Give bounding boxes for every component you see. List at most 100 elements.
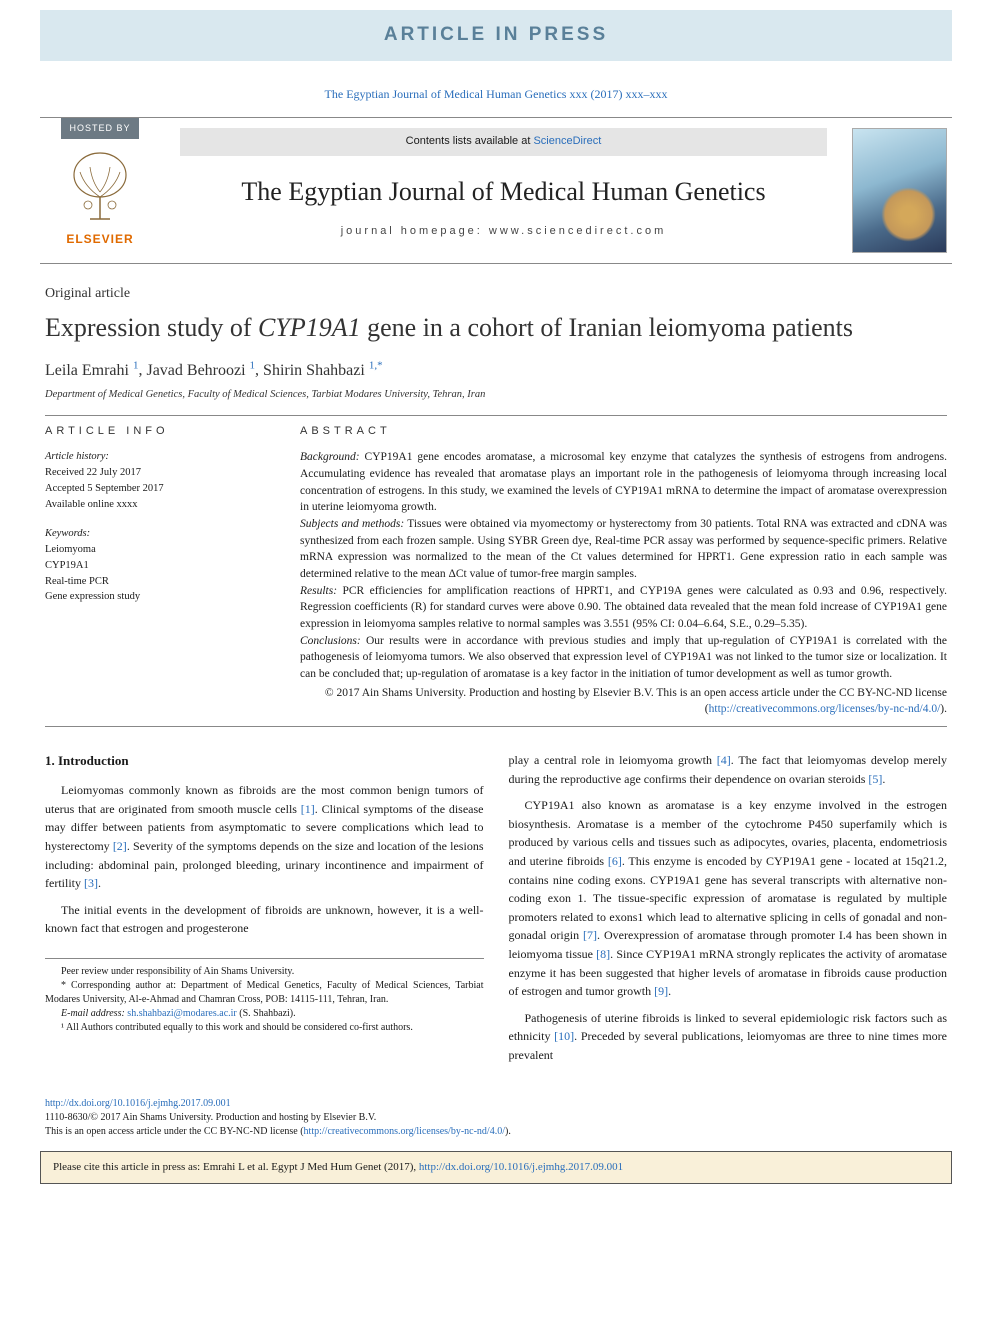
res-text: PCR efficiencies for amplification react… bbox=[300, 585, 947, 630]
ref-3[interactable]: [3] bbox=[84, 876, 98, 890]
intro-p3: play a central role in leiomyoma growth … bbox=[509, 751, 948, 788]
affiliation: Department of Medical Genetics, Faculty … bbox=[45, 388, 947, 403]
keywords-label: Keywords: bbox=[45, 526, 270, 542]
doi-block: http://dx.doi.org/10.1016/j.ejmhg.2017.0… bbox=[0, 1097, 992, 1139]
ref-7[interactable]: [7] bbox=[583, 928, 597, 942]
article-type: Original article bbox=[45, 284, 947, 304]
intro-p2: The initial events in the development of… bbox=[45, 901, 484, 938]
ref-10[interactable]: [10] bbox=[554, 1029, 574, 1043]
author-3-sup: 1,* bbox=[369, 359, 383, 371]
intro-p4: CYP19A1 also known as aromatase is a key… bbox=[509, 796, 948, 1001]
author-3: Shirin Shahbazi 1,* bbox=[263, 362, 383, 379]
abstract-column: ABSTRACT Background: CYP19A1 gene encode… bbox=[300, 424, 947, 718]
contents-prefix: Contents lists available at bbox=[406, 135, 534, 147]
intro-p1: Leiomyomas commonly known as fibroids ar… bbox=[45, 781, 484, 893]
title-gene: CYP19A1 bbox=[258, 313, 361, 342]
authors-line: Leila Emrahi 1, Javad Behroozi 1, Shirin… bbox=[45, 358, 947, 382]
divider-top bbox=[45, 415, 947, 416]
oa-end: ). bbox=[505, 1126, 511, 1137]
bg-text: CYP19A1 gene encodes aromatase, a micros… bbox=[300, 451, 947, 513]
license-link[interactable]: http://creativecommons.org/licenses/by-n… bbox=[709, 703, 941, 715]
article-history: Article history: Received 22 July 2017 A… bbox=[45, 449, 270, 512]
hosted-by-badge: HOSTED BY bbox=[61, 118, 138, 139]
received-date: Received 22 July 2017 bbox=[45, 465, 270, 481]
author-2: Javad Behroozi 1 bbox=[146, 362, 255, 379]
homepage-url: www.sciencedirect.com bbox=[489, 225, 666, 237]
p3a: play a central role in leiomyoma growth bbox=[509, 753, 717, 767]
peer-review-note: Peer review under responsibility of Ain … bbox=[45, 965, 484, 979]
intro-heading: 1. Introduction bbox=[45, 751, 484, 771]
email-link[interactable]: sh.shahbazi@modares.ac.ir bbox=[127, 1008, 236, 1019]
issn-line: 1110-8630/© 2017 Ain Shams University. P… bbox=[45, 1112, 376, 1123]
header-center: Contents lists available at ScienceDirec… bbox=[160, 118, 847, 263]
copyright-block: © 2017 Ain Shams University. Production … bbox=[300, 685, 947, 718]
article-info-heading: ARTICLE INFO bbox=[45, 424, 270, 439]
p3c: . bbox=[882, 772, 885, 786]
history-label: Article history: bbox=[45, 449, 270, 465]
journal-header: HOSTED BY ELSEVIER Contents lists availa… bbox=[40, 117, 952, 264]
intro-p5: Pathogenesis of uterine fibroids is link… bbox=[509, 1009, 948, 1065]
keyword-3: Real-time PCR bbox=[45, 574, 270, 590]
email-label: E-mail address: bbox=[61, 1008, 127, 1019]
res-label: Results: bbox=[300, 585, 337, 597]
author-2-name: Javad Behroozi bbox=[146, 362, 245, 379]
abstract-heading: ABSTRACT bbox=[300, 424, 947, 439]
cite-doi-link[interactable]: http://dx.doi.org/10.1016/j.ejmhg.2017.0… bbox=[419, 1161, 623, 1173]
journal-homepage: journal homepage: www.sciencedirect.com bbox=[180, 224, 827, 239]
journal-title: The Egyptian Journal of Medical Human Ge… bbox=[180, 174, 827, 210]
ref-8[interactable]: [8] bbox=[596, 947, 610, 961]
column-right: play a central role in leiomyoma growth … bbox=[509, 751, 948, 1073]
keyword-2: CYP19A1 bbox=[45, 558, 270, 574]
copyright-end: ). bbox=[940, 703, 947, 715]
equal-contribution: ¹ All Authors contributed equally to thi… bbox=[45, 1021, 484, 1035]
p4e: . bbox=[668, 984, 671, 998]
journal-cover-thumbnail bbox=[852, 128, 947, 253]
article-in-press-banner: ARTICLE IN PRESS bbox=[40, 10, 952, 61]
cite-this-article-box: Please cite this article in press as: Em… bbox=[40, 1151, 952, 1184]
keyword-4: Gene expression study bbox=[45, 589, 270, 605]
elsevier-name: ELSEVIER bbox=[66, 231, 133, 248]
subj-label: Subjects and methods: bbox=[300, 518, 404, 530]
email-line: E-mail address: sh.shahbazi@modares.ac.i… bbox=[45, 1007, 484, 1021]
author-1: Leila Emrahi 1 bbox=[45, 362, 138, 379]
p1d: . bbox=[98, 876, 101, 890]
ref-4[interactable]: [4] bbox=[717, 753, 731, 767]
author-3-name: Shirin Shahbazi bbox=[263, 362, 365, 379]
ref-1[interactable]: [1] bbox=[301, 802, 315, 816]
ref-9[interactable]: [9] bbox=[654, 984, 668, 998]
footnotes: Peer review under responsibility of Ain … bbox=[45, 958, 484, 1035]
oa-text: This is an open access article under the… bbox=[45, 1126, 304, 1137]
ref-6[interactable]: [6] bbox=[608, 854, 622, 868]
ref-2[interactable]: [2] bbox=[113, 839, 127, 853]
elsevier-tree-icon bbox=[60, 147, 140, 227]
doi-link[interactable]: http://dx.doi.org/10.1016/j.ejmhg.2017.0… bbox=[45, 1098, 231, 1109]
author-1-sup: 1 bbox=[133, 359, 139, 371]
contents-available-line: Contents lists available at ScienceDirec… bbox=[180, 128, 827, 155]
accepted-date: Accepted 5 September 2017 bbox=[45, 481, 270, 497]
main-two-columns: 1. Introduction Leiomyomas commonly know… bbox=[45, 751, 947, 1073]
oa-license-link[interactable]: http://creativecommons.org/licenses/by-n… bbox=[304, 1126, 505, 1137]
email-name: (S. Shahbazi). bbox=[237, 1008, 296, 1019]
conc-text: Our results were in accordance with prev… bbox=[300, 635, 947, 680]
corresponding-author: * Corresponding author at: Department of… bbox=[45, 979, 484, 1007]
online-date: Available online xxxx bbox=[45, 497, 270, 513]
conc-label: Conclusions: bbox=[300, 635, 361, 647]
sciencedirect-link[interactable]: ScienceDirect bbox=[533, 135, 601, 147]
article-info-column: ARTICLE INFO Article history: Received 2… bbox=[45, 424, 270, 718]
homepage-label: journal homepage: bbox=[341, 225, 489, 237]
corr-label: * Corresponding author at: bbox=[61, 980, 181, 991]
keywords-block: Keywords: Leiomyoma CYP19A1 Real-time PC… bbox=[45, 526, 270, 605]
abstract-text: Background: CYP19A1 gene encodes aromata… bbox=[300, 449, 947, 718]
author-1-name: Leila Emrahi bbox=[45, 362, 129, 379]
p5b: . Preceded by several publications, leio… bbox=[509, 1029, 947, 1062]
cite-prefix: Please cite this article in press as: Em… bbox=[53, 1161, 419, 1173]
article-title: Expression study of CYP19A1 gene in a co… bbox=[45, 312, 947, 345]
publisher-logos: HOSTED BY ELSEVIER bbox=[40, 118, 160, 263]
title-suffix: gene in a cohort of Iranian leiomyoma pa… bbox=[361, 313, 853, 342]
ref-5[interactable]: [5] bbox=[868, 772, 882, 786]
bg-label: Background: bbox=[300, 451, 360, 463]
title-prefix: Expression study of bbox=[45, 313, 258, 342]
keyword-1: Leiomyoma bbox=[45, 542, 270, 558]
journal-reference-top: The Egyptian Journal of Medical Human Ge… bbox=[0, 71, 992, 108]
author-2-sup: 1 bbox=[250, 359, 256, 371]
